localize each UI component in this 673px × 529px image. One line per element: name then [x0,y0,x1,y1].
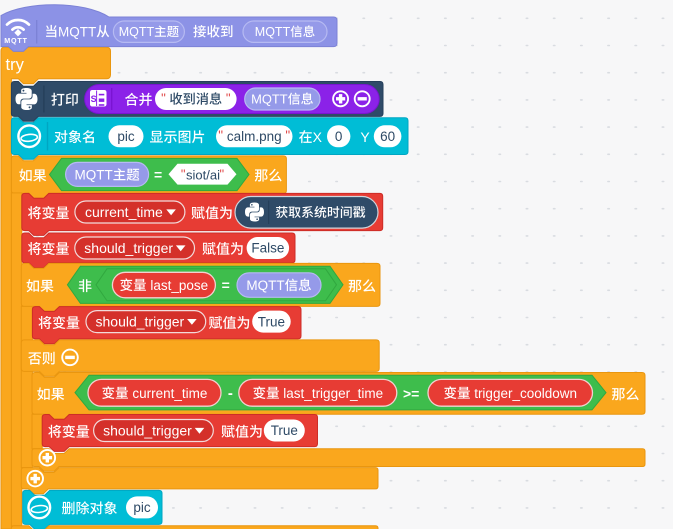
svg-text:should_trigger: should_trigger [96,314,185,330]
svg-text:MQTT: MQTT [251,92,288,107]
svg-text:True: True [258,314,285,329]
svg-text:S: S [91,94,97,104]
svg-text:MQTT: MQTT [255,25,291,39]
svg-text:": " [161,91,166,106]
svg-text:should_trigger: should_trigger [103,422,192,438]
svg-text:>=: >= [403,386,419,402]
svg-text:calm.png: calm.png [227,129,282,144]
svg-text:MQTT: MQTT [4,36,28,45]
svg-text:should_trigger: should_trigger [84,240,173,256]
svg-text:X: X [313,129,323,145]
svg-text:try: try [6,56,25,74]
svg-text:0: 0 [335,129,343,144]
svg-text:MQTT: MQTT [119,25,155,39]
svg-text:=: = [222,277,230,293]
svg-text:MQTT: MQTT [246,278,284,293]
svg-text:": " [285,128,290,143]
svg-text:-: - [228,385,233,402]
svg-text:siot/ai: siot/ai [186,167,220,182]
svg-text:pic: pic [133,500,151,515]
svg-text:Y: Y [360,129,370,145]
svg-text:current_time: current_time [85,204,163,220]
svg-text:pic: pic [117,129,135,144]
svg-text:MQTT: MQTT [58,24,96,39]
svg-text:": " [218,128,223,143]
svg-text:": " [181,167,186,182]
svg-text:False: False [251,241,284,256]
svg-text:last_trigger_time: last_trigger_time [283,386,383,401]
svg-text:last_pose: last_pose [150,278,208,293]
svg-text:": " [226,91,231,106]
svg-text:MQTT: MQTT [75,168,113,183]
svg-text:=: = [154,167,162,183]
svg-text:True: True [271,423,298,438]
svg-text:60: 60 [380,129,395,144]
svg-text:trigger_cooldown: trigger_cooldown [474,386,577,401]
svg-text:": " [220,167,225,182]
svg-text:current_time: current_time [132,386,207,401]
